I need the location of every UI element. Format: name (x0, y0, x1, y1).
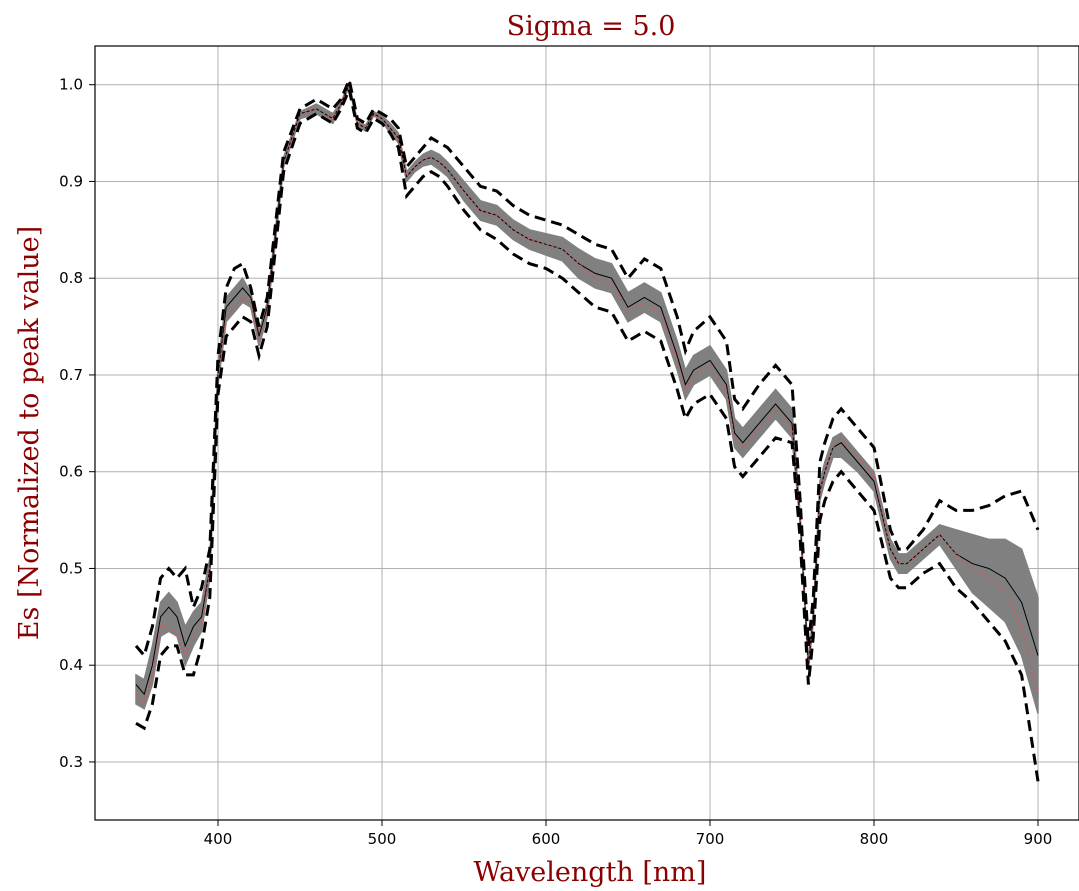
series-line-upper (134, 74, 1040, 659)
x-tick-label: 700 (696, 830, 725, 848)
x-axis-ticks: 400 500 600 700 800 900 (204, 820, 1053, 848)
x-tick-label: 800 (860, 830, 889, 848)
spread-band-area (135, 80, 1039, 714)
y-tick-label: 0.9 (59, 172, 83, 190)
y-tick-label: 0.4 (59, 656, 83, 674)
y-axis-ticks: 0.3 0.4 0.5 0.6 0.7 0.8 0.9 1.0 (59, 76, 95, 771)
y-tick-label: 0.3 (59, 753, 83, 771)
y-tick-label: 1.0 (59, 76, 83, 94)
plot-area-frame (94, 45, 1079, 821)
grid (95, 46, 1079, 820)
series-line-mean (135, 83, 1039, 696)
x-axis-label: Wavelength [nm] (474, 857, 707, 888)
y-tick-label: 0.8 (59, 269, 83, 287)
x-tick-label: 600 (532, 830, 561, 848)
y-tick-label: 0.6 (59, 463, 83, 481)
series-line-median (135, 82, 1039, 706)
x-tick-label: 400 (204, 830, 233, 848)
spread-band (135, 80, 1039, 714)
series-line-lower (135, 84, 1040, 782)
y-tick-label: 0.5 (59, 559, 83, 577)
x-tick-label: 900 (1024, 830, 1053, 848)
y-axis-label: Es [Normalized to peak value] (14, 226, 45, 640)
x-tick-label: 500 (368, 830, 397, 848)
chart-title: Sigma = 5.0 (507, 11, 676, 42)
series-lines (134, 74, 1040, 782)
y-tick-label: 0.7 (59, 366, 83, 384)
